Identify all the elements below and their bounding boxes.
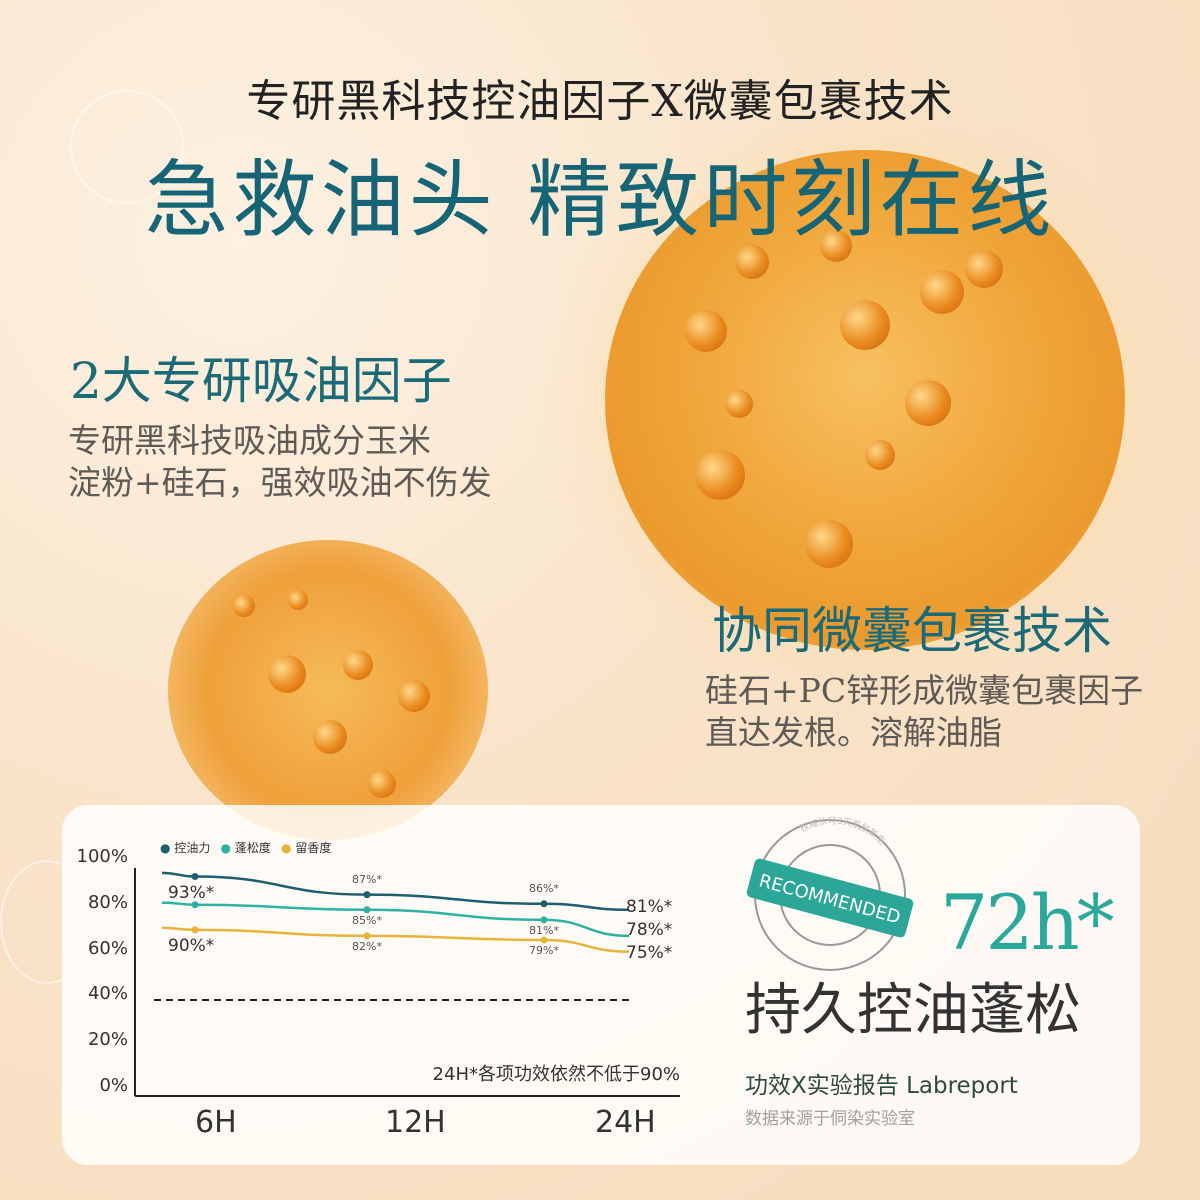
y-tick-label: 40% xyxy=(87,983,128,1004)
oil-capsule-small xyxy=(168,540,488,840)
report-card xyxy=(62,805,1140,1165)
data-point xyxy=(540,900,548,908)
y-tick-label: 20% xyxy=(87,1029,128,1050)
recommended-stamp: 权威认可3天肌肤新生 RECOMMENDED xyxy=(746,815,914,971)
data-label: 81%* xyxy=(626,897,673,917)
feature2-heading: 协同微囊包裹技术 xyxy=(712,602,1112,660)
y-tick-label: 60% xyxy=(87,938,128,959)
feature1-line: 淀粉+硅石，强效吸油不伤发 xyxy=(68,463,492,502)
data-point xyxy=(191,873,199,881)
x-tick-label: 12H xyxy=(385,1105,446,1140)
data-label: 79%* xyxy=(529,943,559,957)
data-label: 82%* xyxy=(352,939,382,953)
feature2-line: 直达发根。溶解油脂 xyxy=(705,713,1002,752)
y-tick-label: 0% xyxy=(99,1075,128,1096)
decor-bubble xyxy=(70,90,184,204)
feature1-heading: 2大专研吸油因子 xyxy=(70,352,452,410)
data-source: 数据来源于侗染实验室 xyxy=(745,1109,915,1129)
data-point xyxy=(191,901,199,909)
data-point xyxy=(363,906,371,914)
data-label: 81%* xyxy=(529,923,559,937)
data-label: 87%* xyxy=(352,872,382,886)
legend-item: ● 蓬松度 xyxy=(220,841,271,855)
feature2-text: 硅石+PC锌形成微囊包裹因子 直达发根。溶解油脂 xyxy=(705,670,1143,754)
stamp-text: 权威认可3天肌肤新生 xyxy=(798,815,888,847)
page-subtitle: 专研黑科技控油因子X微囊包裹技术 xyxy=(246,76,954,127)
oil-capsule-large xyxy=(605,150,1125,650)
y-tick-label: 100% xyxy=(76,846,128,867)
report-title: 功效X实验报告 Labreport xyxy=(745,1073,1018,1099)
feature2-line: 硅石+PC锌形成微囊包裹因子 xyxy=(705,671,1144,710)
page-title: 急救油头 精致时刻在线 xyxy=(144,151,1056,249)
data-point xyxy=(363,932,371,940)
legend-item: ● 控油力 xyxy=(160,841,211,855)
chart-legend: ● 控油力 ● 蓬松度 ● 留香度 xyxy=(160,838,331,856)
hours-claim: 72h* xyxy=(940,878,1115,967)
feature1-line: 专研黑科技吸油成分玉米 xyxy=(68,421,431,460)
legend-item: ● 留香度 xyxy=(281,841,332,855)
data-label: 75%* xyxy=(626,943,673,963)
x-tick-label: 6H xyxy=(195,1105,237,1140)
svg-text:权威认可3天肌肤新生: 权威认可3天肌肤新生 xyxy=(798,815,888,847)
data-label: 90%* xyxy=(168,935,215,956)
data-point xyxy=(540,916,548,924)
chart-note: 24H*各项功效依然不低于90% xyxy=(432,1064,680,1085)
data-label: 78%* xyxy=(626,920,673,940)
data-point xyxy=(191,926,199,934)
data-point xyxy=(363,891,371,899)
data-label: 85%* xyxy=(352,913,382,927)
data-label: 93%* xyxy=(168,882,215,903)
claim-heading: 持久控油蓬松 xyxy=(745,978,1081,1043)
feature1-text: 专研黑科技吸油成分玉米 淀粉+硅石，强效吸油不伤发 xyxy=(68,420,492,504)
x-tick-label: 24H xyxy=(595,1105,656,1140)
data-label: 86%* xyxy=(529,881,559,895)
data-point xyxy=(540,936,548,944)
y-tick-label: 80% xyxy=(87,892,128,913)
